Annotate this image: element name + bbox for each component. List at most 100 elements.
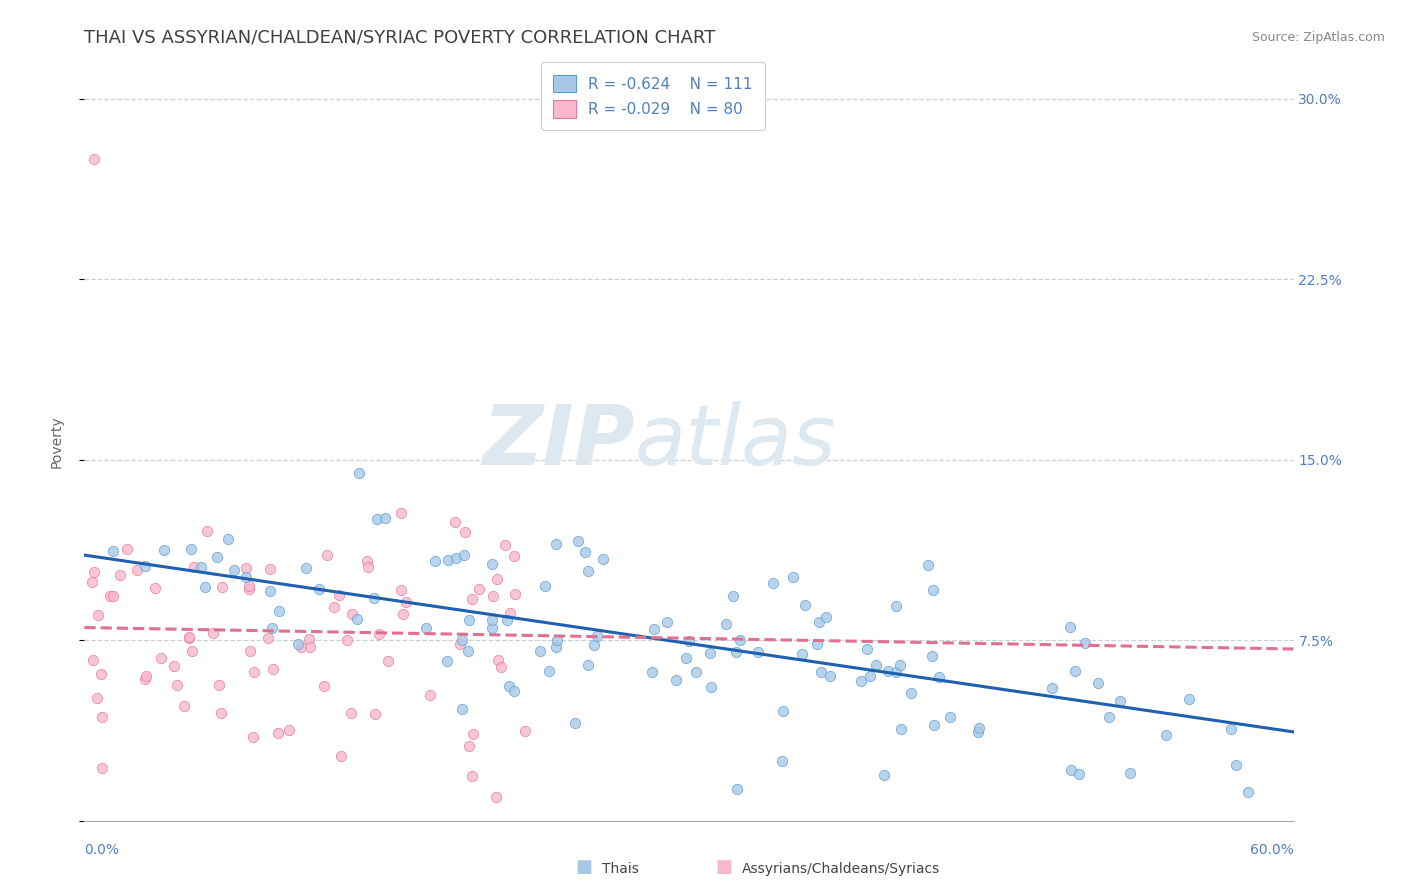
Point (242, 730, 264, 744)
Point (1040, 681, 1063, 695)
Point (238, 582, 260, 597)
Point (336, 632, 359, 647)
Point (873, 768, 896, 782)
Point (86, 691, 108, 706)
Point (235, 561, 257, 575)
Point (576, 658, 599, 673)
Point (259, 562, 281, 576)
Point (792, 647, 814, 661)
Point (363, 591, 385, 606)
Point (100, 589, 122, 603)
Point (209, 706, 232, 721)
Point (446, 551, 468, 566)
Point (502, 684, 524, 698)
Point (312, 679, 335, 693)
Point (80, 575, 103, 590)
Point (1087, 676, 1109, 690)
Legend: R = -0.624    N = 111, R = -0.029    N = 80: R = -0.624 N = 111, R = -0.029 N = 80 (541, 62, 765, 130)
Point (486, 652, 509, 666)
Point (890, 722, 912, 736)
Point (922, 718, 945, 732)
Point (90, 761, 112, 775)
Point (205, 549, 228, 564)
Point (389, 506, 412, 520)
Point (917, 558, 939, 572)
Point (436, 654, 458, 668)
Point (461, 727, 484, 741)
Point (495, 613, 517, 627)
Point (502, 549, 524, 563)
Point (884, 599, 907, 613)
Point (481, 558, 503, 572)
Point (724, 644, 747, 658)
Point (436, 553, 458, 567)
Point (239, 643, 262, 657)
Point (82, 653, 104, 667)
Point (86, 608, 108, 623)
Point (1219, 723, 1241, 737)
Point (641, 665, 664, 679)
Point (564, 715, 586, 730)
Point (163, 659, 186, 673)
Point (675, 651, 697, 665)
Point (277, 723, 299, 737)
Point (207, 678, 229, 692)
Point (395, 595, 418, 609)
Point (194, 580, 217, 594)
Point (125, 564, 148, 578)
Text: 0.0%: 0.0% (84, 844, 120, 857)
Point (166, 678, 188, 692)
Text: ■: ■ (575, 858, 592, 876)
Point (967, 724, 990, 739)
Point (364, 706, 387, 721)
Point (665, 673, 688, 688)
Point (1177, 692, 1199, 706)
Point (190, 560, 212, 574)
Point (145, 581, 167, 595)
Point (357, 560, 380, 574)
Point (1059, 620, 1081, 634)
Point (1064, 664, 1087, 678)
Point (699, 680, 721, 694)
Point (457, 739, 479, 754)
Point (762, 576, 785, 591)
Point (150, 651, 173, 665)
Point (534, 579, 557, 593)
Point (481, 589, 503, 603)
Point (457, 613, 479, 627)
Point (574, 544, 596, 558)
Point (877, 665, 900, 679)
Point (415, 621, 437, 635)
Point (655, 615, 678, 630)
Point (921, 583, 943, 598)
Point (807, 615, 830, 630)
Point (491, 660, 513, 674)
Point (728, 632, 751, 647)
Point (374, 511, 396, 525)
Point (366, 512, 388, 526)
Point (211, 580, 233, 594)
Point (770, 754, 793, 768)
Point (747, 645, 769, 659)
Point (295, 561, 318, 575)
Point (243, 665, 266, 679)
Point (377, 654, 399, 668)
Point (723, 589, 745, 603)
Point (1237, 785, 1260, 799)
Point (529, 644, 551, 658)
Point (856, 641, 879, 656)
Point (287, 637, 309, 651)
Point (1098, 710, 1121, 724)
Point (217, 532, 239, 546)
Point (259, 584, 281, 599)
Point (83, 152, 105, 166)
Text: Assyrians/Chaldeans/Syriacs: Assyrians/Chaldeans/Syriacs (742, 862, 941, 876)
Point (108, 567, 131, 582)
Point (810, 665, 832, 679)
Point (451, 702, 474, 716)
Point (503, 587, 526, 601)
Point (90, 667, 112, 681)
Point (544, 537, 567, 551)
Text: Thais: Thais (602, 862, 638, 876)
Point (900, 686, 922, 700)
